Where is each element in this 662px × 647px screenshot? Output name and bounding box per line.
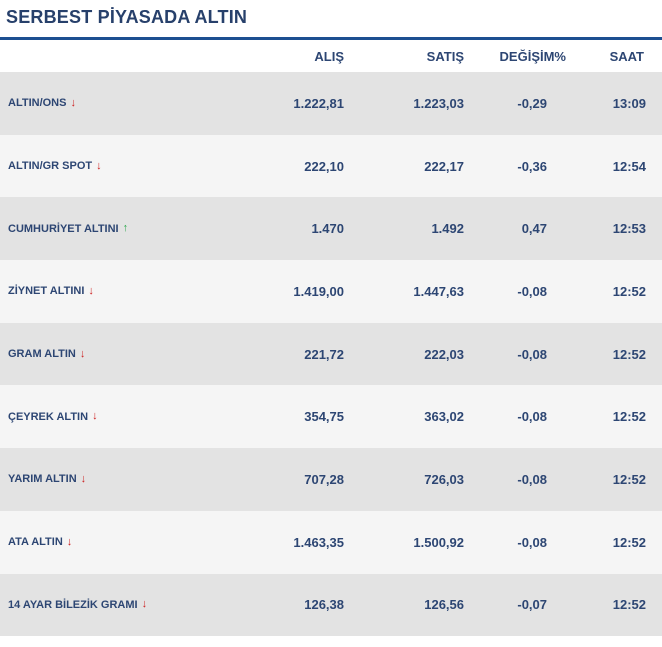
satis-value: 1.492 xyxy=(431,221,464,237)
degisim-value: -0,08 xyxy=(517,471,547,487)
satis-value: 726,03 xyxy=(424,471,464,487)
arrow-down-icon: ↓ xyxy=(141,598,148,611)
arrow-down-icon: ↓ xyxy=(70,96,76,109)
instrument-name[interactable]: YARIM ALTIN ↓ xyxy=(8,448,86,511)
satis-value: 126,56 xyxy=(424,597,464,613)
table-row[interactable]: ALTIN/ONS ↓ 1.222,81 1.223,03 -0,29 13:09 xyxy=(0,72,662,135)
title-bar: SERBEST PİYASADA ALTIN xyxy=(0,0,662,40)
table-row[interactable]: ZİYNET ALTINI ↓ 1.419,00 1.447,63 -0,08 12:52 xyxy=(0,260,662,323)
table-row[interactable]: GRAM ALTIN ↓ 221,72 222,03 -0,08 12:52 xyxy=(0,322,662,386)
table-header: ALIŞ SATIŞ DEĞİŞİM% SAAT xyxy=(0,40,662,72)
satis-value: 1.500,92 xyxy=(413,534,464,550)
satis-value: 222,03 xyxy=(424,346,464,362)
column-header-satis[interactable]: SATIŞ xyxy=(426,48,464,64)
instrument-name-label[interactable]: YARIM ALTIN xyxy=(8,473,77,486)
degisim-value: -0,08 xyxy=(517,409,547,425)
degisim-value: -0,08 xyxy=(517,283,547,299)
alis-value: 1.222,81 xyxy=(293,95,344,111)
satis-value: 1.447,63 xyxy=(413,283,464,299)
instrument-name[interactable]: ALTIN/ONS ↓ xyxy=(8,72,76,135)
satis-value: 363,02 xyxy=(424,409,464,425)
column-header-alis[interactable]: ALIŞ xyxy=(314,48,344,64)
alis-value: 221,72 xyxy=(304,346,344,362)
arrow-down-icon: ↓ xyxy=(96,159,102,172)
instrument-name-label[interactable]: ATA ALTIN xyxy=(8,536,63,549)
table-row[interactable]: CUMHURİYET ALTINI ↑ 1.470 1.492 0,47 12:53 xyxy=(0,197,662,261)
saat-value: 12:52 xyxy=(612,597,646,613)
arrow-down-icon: ↓ xyxy=(66,535,73,548)
instrument-name-label[interactable]: CUMHURİYET ALTINI xyxy=(8,222,119,235)
table-row[interactable]: ÇEYREK ALTIN ↓ 354,75 363,02 -0,08 12:52 xyxy=(0,385,662,449)
instrument-name-label[interactable]: ALTIN/GR SPOT xyxy=(8,160,93,173)
degisim-value: -0,08 xyxy=(517,534,547,550)
instrument-name[interactable]: ATA ALTIN ↓ xyxy=(8,511,72,574)
instrument-name-label[interactable]: ZİYNET ALTINI xyxy=(8,285,85,298)
arrow-up-icon: ↑ xyxy=(122,222,129,235)
instrument-name[interactable]: ZİYNET ALTINI ↓ xyxy=(8,260,94,323)
arrow-down-icon: ↓ xyxy=(88,284,94,297)
alis-value: 126,38 xyxy=(304,597,344,613)
saat-value: 12:54 xyxy=(612,158,646,174)
instrument-name[interactable]: CUMHURİYET ALTINI ↑ xyxy=(8,197,128,260)
table-row[interactable]: YARIM ALTIN ↓ 707,28 726,03 -0,08 12:52 xyxy=(0,448,662,511)
instrument-name-label[interactable]: GRAM ALTIN xyxy=(8,348,76,361)
column-header-degisim[interactable]: DEĞİŞİM% xyxy=(499,48,566,64)
arrow-down-icon: ↓ xyxy=(80,472,87,485)
saat-value: 12:53 xyxy=(612,221,646,237)
saat-value: 12:52 xyxy=(612,283,646,299)
arrow-down-icon: ↓ xyxy=(79,347,86,360)
table-row[interactable]: ALTIN/GR SPOT ↓ 222,10 222,17 -0,36 12:54 xyxy=(0,134,662,198)
alis-value: 1.470 xyxy=(311,221,344,237)
table-body: ALTIN/ONS ↓ 1.222,81 1.223,03 -0,29 13:09 ALTI… xyxy=(0,72,662,637)
column-header-saat[interactable]: SAAT xyxy=(609,48,644,64)
alis-value: 1.419,00 xyxy=(293,283,344,299)
alis-value: 222,10 xyxy=(304,158,344,174)
satis-value: 222,17 xyxy=(424,158,464,174)
degisim-value: -0,08 xyxy=(517,346,547,362)
instrument-name[interactable]: 14 AYAR BİLEZİK GRAMI ↓ xyxy=(8,574,147,637)
instrument-name[interactable]: ÇEYREK ALTIN ↓ xyxy=(8,385,98,448)
alis-value: 707,28 xyxy=(304,471,344,487)
degisim-value: -0,07 xyxy=(517,597,547,613)
degisim-value: -0,29 xyxy=(517,95,547,111)
instrument-name[interactable]: GRAM ALTIN ↓ xyxy=(8,323,85,386)
arrow-down-icon: ↓ xyxy=(92,410,98,423)
alis-value: 1.463,35 xyxy=(293,534,344,550)
table-row[interactable]: ATA ALTIN ↓ 1.463,35 1.500,92 -0,08 12:52 xyxy=(0,510,662,574)
degisim-value: -0,36 xyxy=(517,158,547,174)
instrument-name[interactable]: ALTIN/GR SPOT ↓ xyxy=(8,135,102,198)
table-row[interactable]: 14 AYAR BİLEZİK GRAMI ↓ 126,38 126,56 -0,07 1… xyxy=(0,573,662,637)
instrument-name-label[interactable]: 14 AYAR BİLEZİK GRAMI xyxy=(8,598,138,611)
instrument-name-label[interactable]: ALTIN/ONS xyxy=(8,97,67,110)
alis-value: 354,75 xyxy=(304,409,344,425)
saat-value: 12:52 xyxy=(612,534,646,550)
degisim-value: 0,47 xyxy=(521,221,547,237)
saat-value: 12:52 xyxy=(612,409,646,425)
saat-value: 12:52 xyxy=(612,471,646,487)
saat-value: 13:09 xyxy=(612,95,646,111)
gold-prices-table: ALIŞ SATIŞ DEĞİŞİM% SAAT ALTIN/ONS ↓ 1.222… xyxy=(0,40,662,637)
instrument-name-label[interactable]: ÇEYREK ALTIN xyxy=(8,410,89,423)
page-title: SERBEST PİYASADA ALTIN xyxy=(6,7,248,27)
saat-value: 12:52 xyxy=(612,346,646,362)
satis-value: 1.223,03 xyxy=(413,95,464,111)
